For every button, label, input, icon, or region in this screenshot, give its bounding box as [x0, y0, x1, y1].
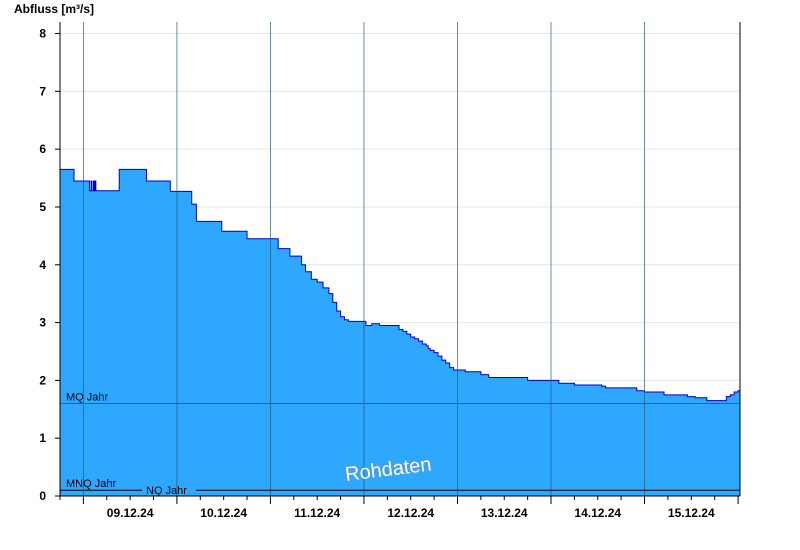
axes	[55, 22, 741, 497]
x-tick-label-10.12.24: 10.12.24	[200, 506, 247, 520]
discharge-line	[60, 168, 741, 402]
nq-label: NQ Jahr	[146, 485, 187, 497]
x-tick-label-12.12.24: 12.12.24	[387, 506, 434, 520]
x-tick-label-09.12.24: 09.12.24	[107, 506, 154, 520]
y-tick-label-7: 7	[39, 84, 46, 98]
mnq-label: MNQ Jahr	[66, 478, 116, 490]
x-tick-label-11.12.24: 11.12.24	[294, 506, 340, 520]
x-tick-label-13.12.24: 13.12.24	[481, 506, 528, 520]
x-tick-label-15.12.24: 15.12.24	[668, 506, 715, 520]
y-tick-label-8: 8	[39, 27, 46, 41]
y-tick-label-2: 2	[39, 373, 46, 387]
reference-lines: MQ Jahr MNQ Jahr NQ Jahr	[60, 392, 740, 497]
day-separator-lines	[82, 22, 645, 496]
y-axis-label: Abfluss [m³/s]	[14, 2, 94, 16]
x-tick-label-14.12.24: 14.12.24	[574, 506, 621, 520]
mq-label: MQ Jahr	[66, 392, 109, 404]
y-tick-label-5: 5	[39, 200, 46, 214]
y-tick-label-3: 3	[39, 316, 46, 330]
y-tick-label-6: 6	[39, 142, 46, 156]
y-axis-ticks: 0 1 2 3 4 5 6 7 8	[39, 27, 60, 503]
y-tick-label-0: 0	[39, 489, 46, 503]
y-tick-label-4: 4	[39, 258, 46, 272]
x-axis-ticks: 09.12.24 10.12.24 11.12.24 12.12.24 13.12.24…	[59, 496, 739, 520]
y-tick-label-1: 1	[39, 431, 46, 445]
discharge-fill	[60, 169, 740, 496]
discharge-area	[60, 168, 741, 496]
